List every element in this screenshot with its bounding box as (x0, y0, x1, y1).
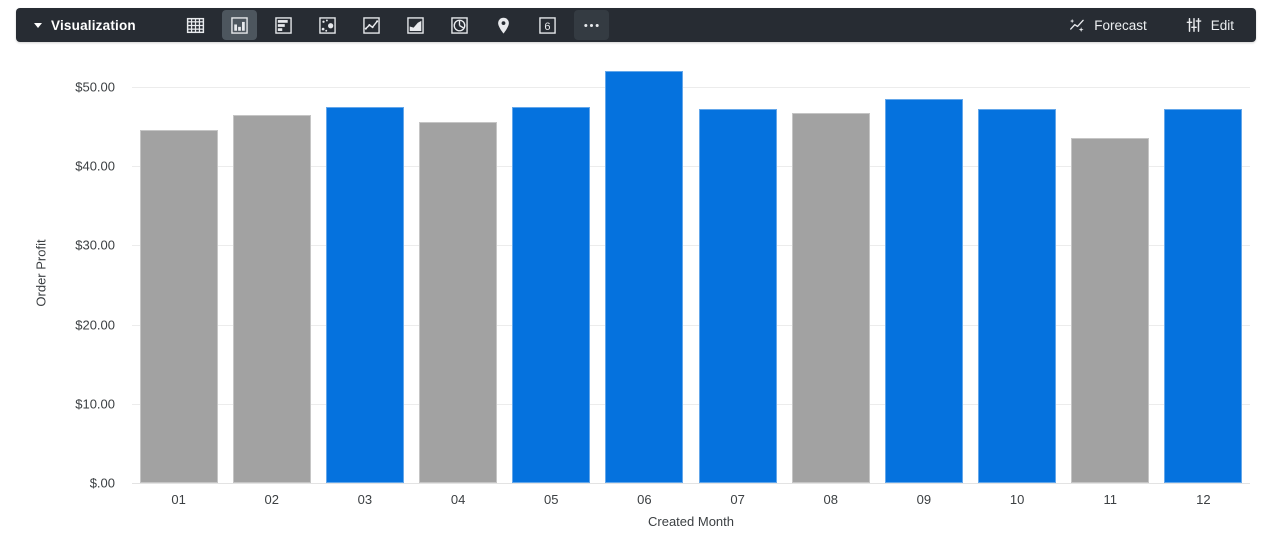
chart-type-button-single-value[interactable]: 6 (530, 10, 565, 40)
bar-month-05[interactable] (512, 106, 591, 483)
x-tick-label: 06 (637, 492, 652, 507)
y-tick-label: $20.00 (75, 317, 115, 332)
x-tick-label: 03 (357, 492, 373, 507)
bar-month-11[interactable] (1071, 137, 1150, 483)
y-axis-title: Order Profit (33, 239, 49, 307)
x-tick-label: 11 (1103, 492, 1117, 507)
toolbar-actions: Forecast Edit (1068, 16, 1256, 34)
area-chart-icon (407, 16, 424, 34)
x-axis-title: Created Month (648, 514, 734, 529)
column-chart-icon (231, 16, 248, 34)
scatter-chart-icon (319, 16, 336, 34)
edit-label: Edit (1210, 17, 1234, 33)
bar-month-04[interactable] (419, 122, 498, 483)
bar-month-01[interactable] (139, 130, 218, 483)
plot-area: $50.00 $40.00 $30.00 $20.00 $10.00 $.00 01 02 03… (75, 63, 1250, 507)
bar-month-03[interactable] (325, 106, 404, 483)
x-tick-label: 04 (450, 492, 466, 507)
gridline (132, 324, 1250, 326)
chevron-down-icon (34, 22, 42, 28)
x-tick-label: 07 (730, 492, 745, 507)
edit-button[interactable]: Edit (1185, 16, 1234, 34)
bar-month-02[interactable] (232, 114, 311, 483)
gridline (132, 86, 1250, 88)
bar-chart-icon (275, 16, 292, 34)
bar-month-10[interactable] (978, 108, 1057, 483)
chart-type-button-map-pin[interactable] (486, 10, 521, 40)
y-tick-label: $10.00 (75, 396, 115, 412)
chart-type-button-pie-chart[interactable] (442, 10, 477, 40)
y-tick-label: $30.00 (75, 237, 115, 253)
single-value-icon: 6 (539, 16, 556, 34)
visualization-title: Visualization (51, 17, 136, 33)
svg-text:6: 6 (544, 20, 550, 32)
pie-chart-icon (451, 16, 468, 34)
chart-type-button-more-options[interactable] (573, 10, 609, 40)
map-pin-icon (498, 17, 509, 33)
y-tick-label: $.00 (89, 475, 115, 491)
visualization-dropdown[interactable]: Visualization (16, 8, 152, 42)
gridline (132, 403, 1250, 405)
x-tick-label: 09 (916, 492, 932, 507)
x-tick-label: 10 (1009, 492, 1025, 507)
tune-icon (1185, 16, 1203, 34)
x-tick-label: 01 (171, 492, 186, 507)
x-tick-label: 12 (1196, 492, 1211, 507)
gridline (132, 483, 1250, 484)
visualization-toolbar: Visualization 6 Forecast (16, 8, 1256, 42)
line-chart-icon (363, 16, 380, 34)
bar-month-06[interactable] (605, 70, 684, 483)
chart-type-button-bar-chart[interactable] (266, 10, 301, 40)
forecast-button[interactable]: Forecast (1068, 16, 1147, 34)
chart-type-button-table[interactable] (178, 10, 213, 40)
gridline (132, 166, 1250, 168)
y-tick-label: $50.00 (75, 79, 115, 95)
chart-type-button-line-chart[interactable] (354, 10, 389, 40)
bar-month-09[interactable] (884, 98, 963, 483)
forecast-label: Forecast (1094, 17, 1147, 33)
bar-month-08[interactable] (791, 112, 870, 483)
chart-type-button-scatter-chart[interactable] (310, 10, 345, 40)
bar-month-07[interactable] (698, 108, 777, 483)
more-options-icon (584, 23, 599, 27)
chart-type-button-column-chart[interactable] (221, 10, 257, 40)
gridline (132, 245, 1250, 247)
bar-month-12[interactable] (1164, 108, 1243, 483)
y-tick-label: $40.00 (75, 158, 115, 174)
x-tick-label: 02 (264, 492, 279, 507)
x-tick-label: 05 (544, 492, 559, 507)
forecast-icon (1068, 16, 1086, 34)
chart-type-button-area-chart[interactable] (398, 10, 433, 40)
x-tick-label: 08 (823, 492, 838, 507)
table-icon (186, 17, 204, 33)
chart-type-row: 6 (178, 10, 609, 40)
